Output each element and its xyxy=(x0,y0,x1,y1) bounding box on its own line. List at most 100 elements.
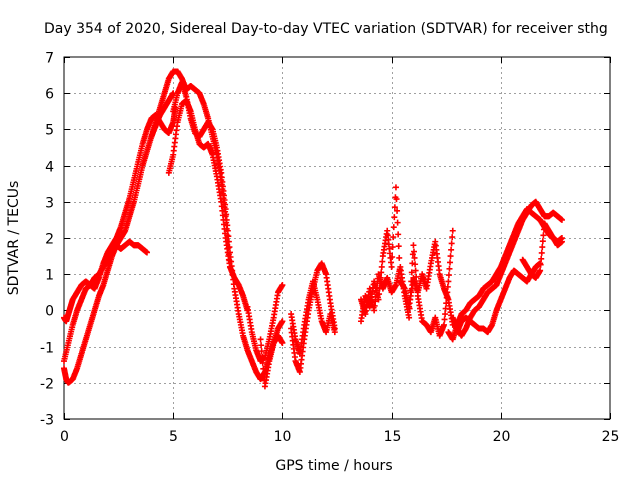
data-point xyxy=(540,232,547,239)
data-point xyxy=(441,321,448,328)
x-axis-label: GPS time / hours xyxy=(275,458,392,474)
data-point xyxy=(391,204,398,211)
data-point xyxy=(406,314,413,321)
data-point xyxy=(223,216,230,223)
data-point xyxy=(406,305,413,312)
series-morning-lower xyxy=(61,90,177,386)
y-tick-label: 6 xyxy=(45,87,54,103)
series-noon-b xyxy=(288,278,338,357)
data-point xyxy=(393,196,400,203)
data-point xyxy=(378,263,385,270)
data-point xyxy=(389,244,396,251)
data-point xyxy=(258,348,265,355)
data-point xyxy=(279,282,286,289)
series-midday-b xyxy=(257,318,286,390)
data-point xyxy=(442,305,449,312)
data-point xyxy=(412,267,419,274)
data-point xyxy=(408,278,415,285)
data-point xyxy=(331,329,338,336)
data-point xyxy=(448,246,455,253)
data-point xyxy=(449,227,456,234)
data-point xyxy=(143,249,150,256)
y-axis: -3 -2 -1 0 1 2 3 4 5 6 7 xyxy=(40,51,610,429)
series-peak-c xyxy=(170,79,286,383)
series-afternoon-b xyxy=(358,227,456,339)
data-point xyxy=(391,214,398,221)
data-point xyxy=(444,283,451,290)
data-point xyxy=(449,234,456,241)
data-point xyxy=(392,184,399,191)
series-evening-b xyxy=(449,198,565,339)
data-point xyxy=(445,272,452,279)
data-point xyxy=(537,261,544,268)
data-point xyxy=(260,365,267,372)
data-point xyxy=(558,216,565,223)
data-point xyxy=(413,280,420,287)
series-peak-b xyxy=(165,97,251,314)
data-point xyxy=(539,238,546,245)
data-point xyxy=(443,300,450,307)
x-tick-label: 5 xyxy=(169,429,178,445)
data-point xyxy=(414,286,421,293)
data-point xyxy=(442,311,449,318)
data-point xyxy=(395,243,402,250)
data-point xyxy=(279,318,286,325)
data-point xyxy=(223,211,230,218)
data-point xyxy=(395,231,402,238)
y-axis-label: SDTVAR / TECUs xyxy=(6,181,22,296)
y-tick-label: 7 xyxy=(45,51,54,67)
data-point xyxy=(396,254,403,261)
y-tick-label: 4 xyxy=(45,160,54,176)
series-morning-middle xyxy=(61,238,150,365)
data-point xyxy=(225,233,232,240)
series-evening-c xyxy=(454,260,544,336)
data-point xyxy=(448,240,455,247)
data-point xyxy=(539,244,546,251)
x-tick-label: 10 xyxy=(274,429,292,445)
data-point xyxy=(222,206,229,213)
data-point xyxy=(259,354,266,361)
chart-title: Day 354 of 2020, Sidereal Day-to-day VTE… xyxy=(44,21,608,37)
y-tick-label: -1 xyxy=(40,341,54,357)
y-tick-label: -2 xyxy=(40,377,54,393)
series-morning-upper xyxy=(61,104,179,325)
data-point xyxy=(410,248,417,255)
data-point xyxy=(394,219,401,226)
y-tick-label: -3 xyxy=(40,413,54,429)
x-tick-label: 25 xyxy=(602,429,620,445)
data-point xyxy=(394,207,401,214)
x-tick-label: 15 xyxy=(384,429,402,445)
data-point xyxy=(444,289,451,296)
data-point xyxy=(390,234,397,241)
data-point xyxy=(538,249,545,256)
data-point xyxy=(443,294,450,301)
data-point xyxy=(411,254,418,261)
data-point xyxy=(537,267,544,274)
y-tick-label: 2 xyxy=(45,232,54,248)
data-point xyxy=(390,224,397,231)
y-tick-label: 1 xyxy=(45,268,54,284)
data-point xyxy=(441,316,448,323)
data-point xyxy=(408,269,415,276)
data-point xyxy=(226,244,233,251)
data-points xyxy=(61,68,565,390)
x-tick-label: 0 xyxy=(60,429,69,445)
data-point xyxy=(379,258,386,265)
data-point xyxy=(389,254,396,261)
data-point xyxy=(388,263,395,270)
data-point xyxy=(225,238,232,245)
data-point xyxy=(407,296,414,303)
data-point xyxy=(257,336,264,343)
data-point xyxy=(407,287,414,294)
x-tick-label: 20 xyxy=(493,429,511,445)
data-point xyxy=(558,238,565,245)
data-point xyxy=(446,265,453,272)
grid-lines xyxy=(64,57,610,419)
y-tick-label: 5 xyxy=(45,123,54,139)
data-point xyxy=(410,242,417,249)
data-point xyxy=(447,259,454,266)
y-tick-label: 3 xyxy=(45,196,54,212)
data-point xyxy=(259,359,266,366)
y-tick-label: 0 xyxy=(45,304,54,320)
